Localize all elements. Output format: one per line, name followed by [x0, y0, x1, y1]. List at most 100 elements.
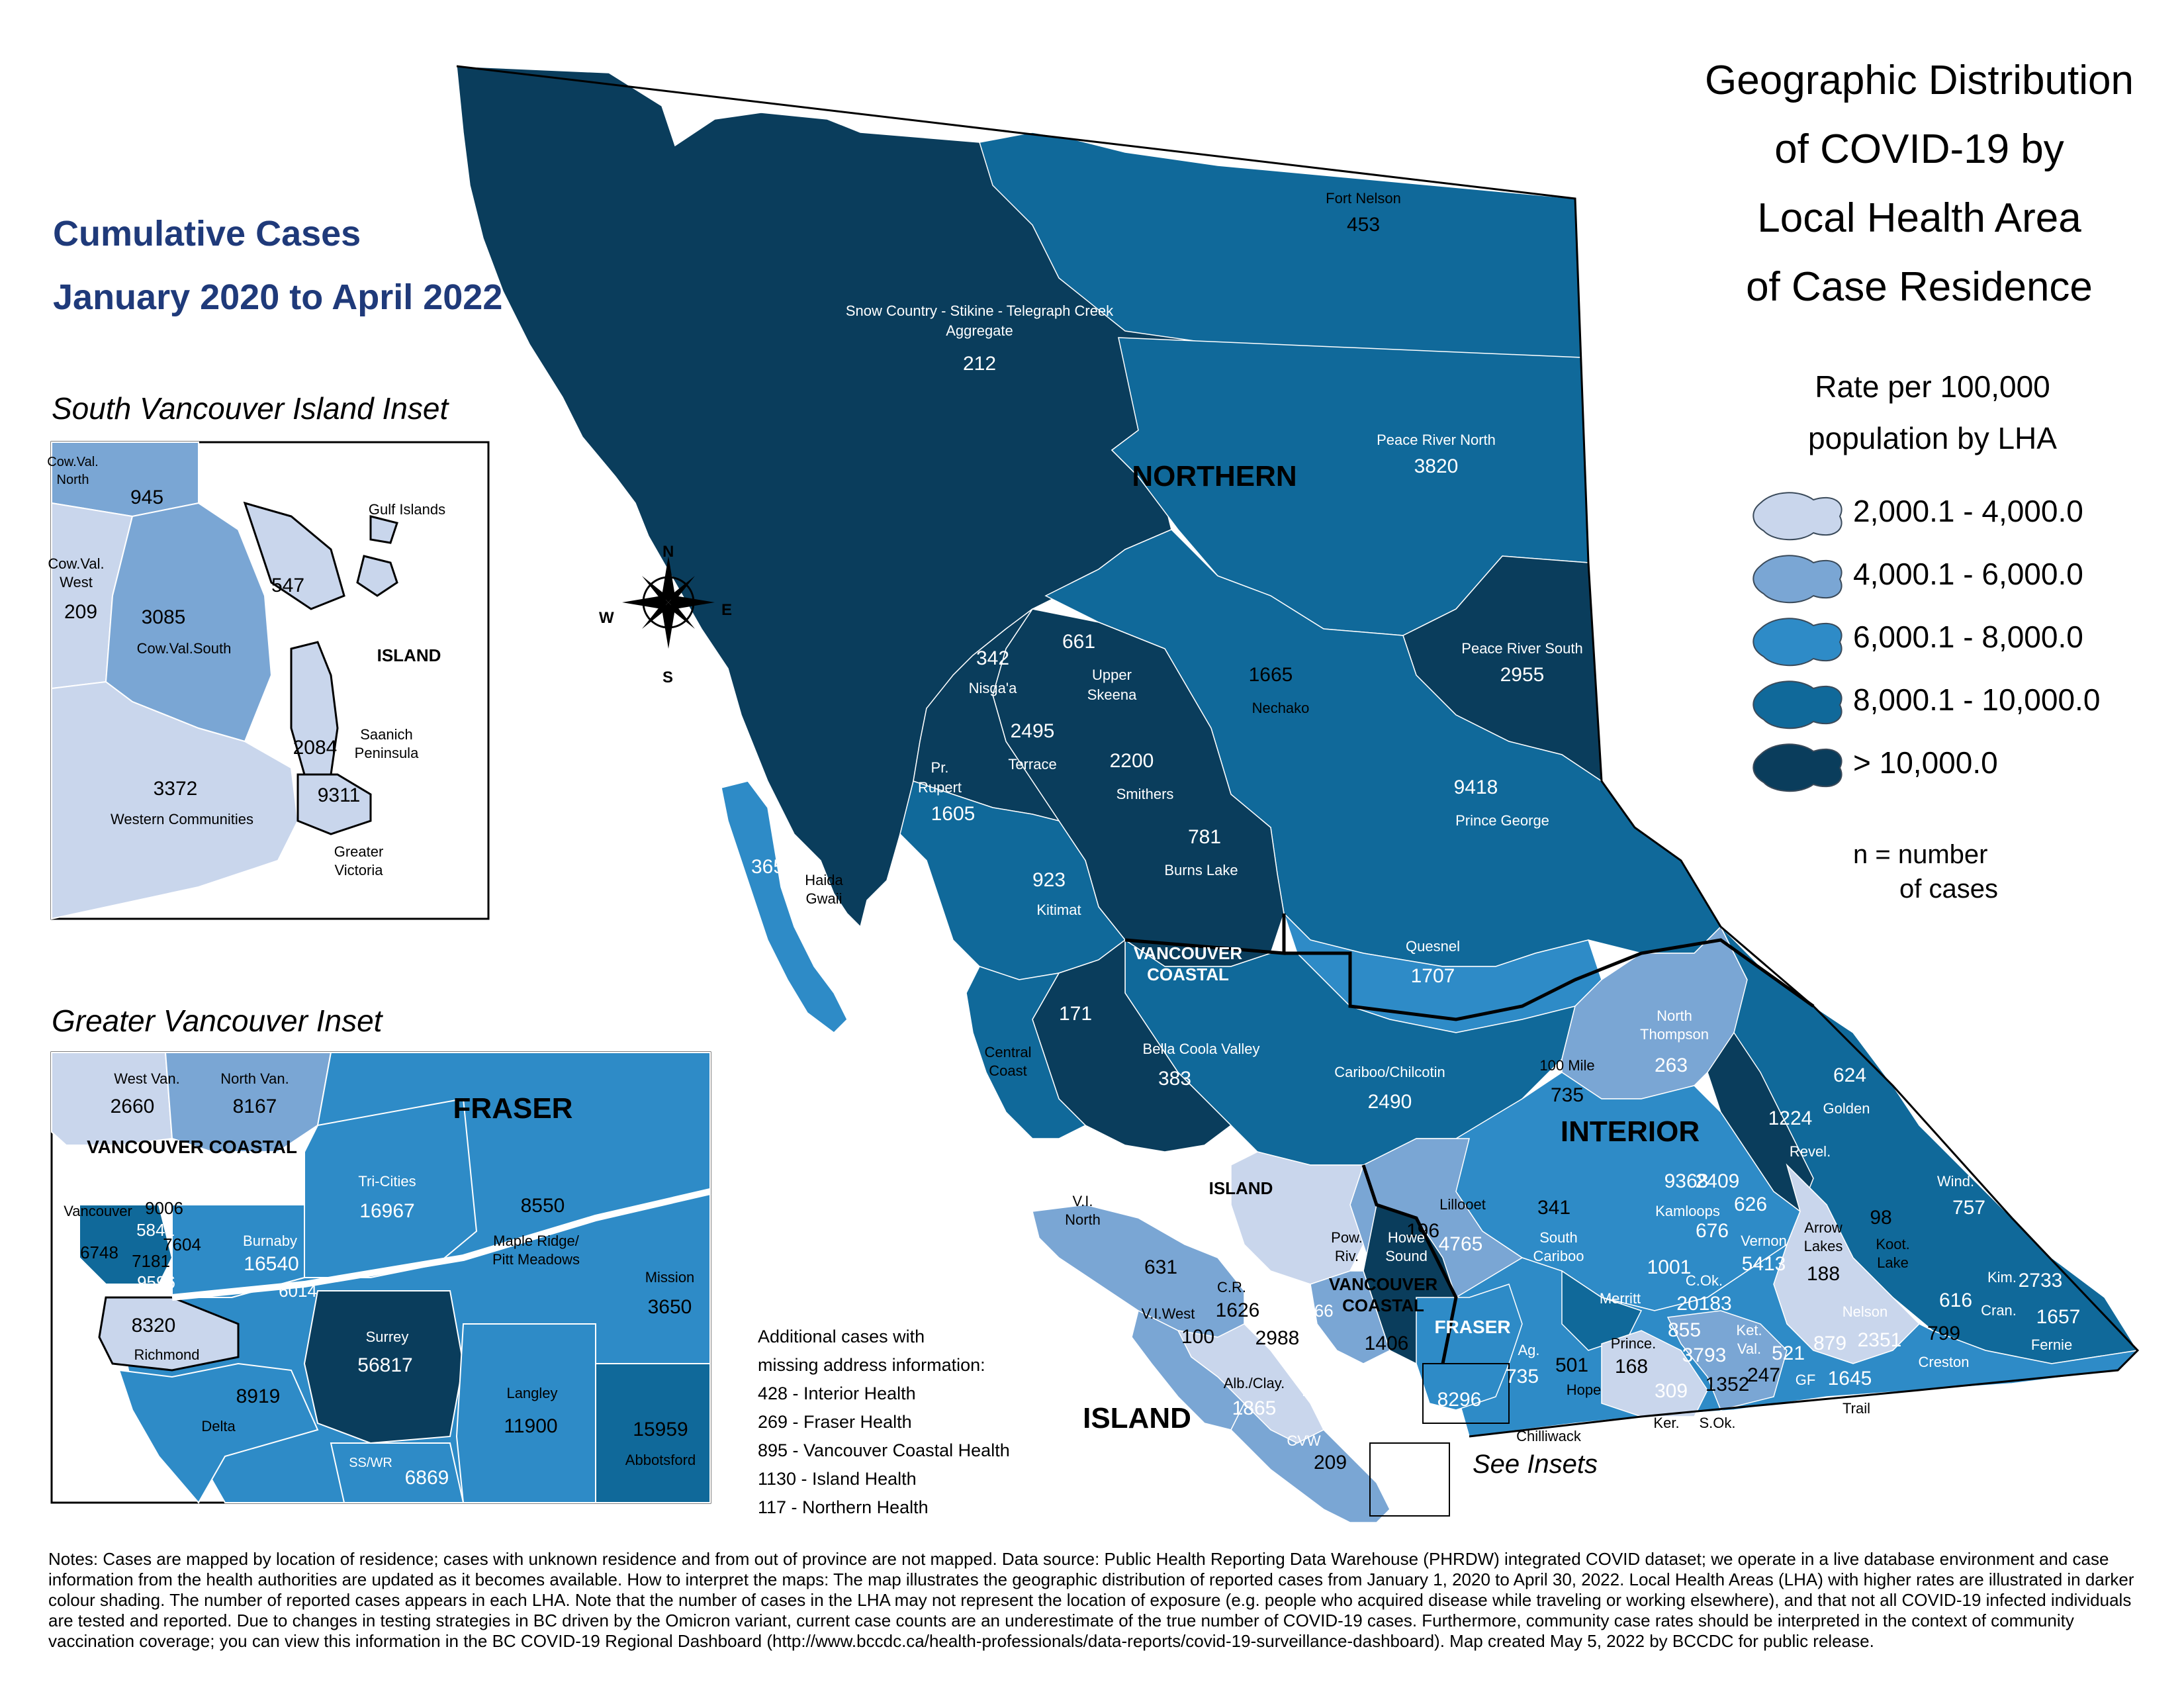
label-greater-van-maple-ridge-name1: Maple Ridge/: [493, 1233, 579, 1249]
region-mainland-coast: [1230, 1151, 1365, 1285]
label-greater-van-abbotsford-n: 15959: [633, 1419, 688, 1440]
additional-cases: Additional cases with missing address in…: [758, 1323, 1010, 1522]
label-greater-van-sswr-name: SS/WR: [349, 1456, 392, 1470]
legend-swatches: [1752, 492, 1843, 792]
label-greater-van-n7181-n: 7181: [132, 1251, 170, 1271]
label-lha-n3793-n: 3793: [1682, 1344, 1727, 1366]
label-lha-n626-n: 626: [1733, 1194, 1768, 1215]
province-outline: [456, 65, 2140, 1438]
label-lha-upper-skeena-name1: Upper: [1092, 667, 1132, 683]
label-south-vi-greater-victoria-name1: Greater: [334, 843, 384, 860]
label-lha-south-cariboo-name1: South: [1539, 1229, 1578, 1246]
label-lha-alberni-name: Alb./Clay.: [1223, 1375, 1285, 1391]
label-lha-kitimat-name: Kitimat: [1036, 902, 1081, 918]
label-lha-burns-lake-name: Burns Lake: [1164, 862, 1238, 878]
label-greater-van-richmond-name: Richmond: [134, 1346, 200, 1363]
label-greater-van-n5841-n: 5841: [136, 1220, 175, 1240]
label-lha-central-ok-n: 20183: [1676, 1293, 1732, 1315]
label-south-vi-greater-victoria-name2: Victoria: [334, 862, 383, 878]
label-lha-hope-name: Hope: [1566, 1382, 1602, 1398]
see-insets-label: See Insets: [1473, 1450, 1598, 1479]
label-lha-n2988-n: 2988: [1255, 1327, 1300, 1349]
label-south-vi-western-communities-name: Western Communities: [111, 811, 253, 827]
gv-vancouver: [79, 1204, 173, 1285]
subtitle-line-2: January 2020 to April 2022: [53, 277, 503, 317]
label-lha-south-ok-n: 1352: [1705, 1374, 1750, 1395]
label-lha-nelson-n: 2351: [1857, 1329, 1902, 1351]
n-note-line-2: of cases: [1899, 874, 1998, 904]
label-greater-van-n6748-n: 6748: [80, 1243, 118, 1262]
additional-item-5: 117 - Northern Health: [758, 1497, 929, 1517]
label-lha-n1541-n: 1541: [1301, 1379, 1346, 1401]
label-lha-creston-name: Creston: [1918, 1354, 1970, 1370]
label-lha-kimberley-name: Kim.: [1987, 1269, 2017, 1286]
svi-gulf-1: [243, 501, 345, 610]
south-vi-inset: [50, 441, 490, 920]
inset-box-victoria: [1369, 1442, 1450, 1517]
label-south-vi-cow-val-west-name2: West: [60, 574, 93, 590]
label-health-authorities-island: ISLAND: [1208, 1178, 1273, 1198]
label-greater-van-delta-n: 8919: [236, 1385, 281, 1407]
compass-n: N: [662, 543, 674, 561]
label-health-authorities-island-inset: ISLAND: [377, 645, 441, 665]
label-lha-vi-west-n: 100: [1181, 1326, 1215, 1348]
label-lha-cranbrook-name: Cran.: [1981, 1302, 2017, 1319]
label-lha-keremeos-n: 247: [1747, 1364, 1781, 1386]
gv-delta: [118, 1362, 319, 1504]
label-lha-agassiz-n: 735: [1505, 1366, 1539, 1387]
label-health-authorities-northern: NORTHERN: [1132, 460, 1297, 492]
label-lha-revelstoke-n: 1224: [1768, 1107, 1813, 1129]
label-lha-central-coast-n: 171: [1058, 1003, 1093, 1025]
label-lha-princeton-name: Prince.: [1610, 1335, 1657, 1352]
additional-line-2: missing address information:: [758, 1355, 985, 1375]
legend-heading: Rate per 100,000 population by LHA: [1734, 361, 2131, 464]
label-lha-keremeos-name2: Val.: [1737, 1340, 1762, 1357]
legend-label-2: 4,000.1 - 6,000.0: [1853, 557, 2083, 591]
legend-label-1: 2,000.1 - 4,000.0: [1853, 494, 2083, 528]
label-lha-cariboo-name: Cariboo/Chilcotin: [1334, 1064, 1445, 1080]
label-lha-n8296-n: 8296: [1437, 1389, 1482, 1411]
label-lha-fernie-name: Fernie: [2030, 1336, 2073, 1353]
label-lha-n879-n: 879: [1813, 1333, 1847, 1354]
label-lha-comox-name: C.R.: [1217, 1279, 1246, 1295]
label-health-authorities-fraser: FRASER: [1434, 1317, 1511, 1337]
label-south-vi-gulf-islands-n: 547: [271, 575, 305, 596]
label-lha-terrace-name: Terrace: [1008, 756, 1057, 773]
label-lha-kitimat-n: 923: [1032, 869, 1066, 891]
label-lha-creston-n: 799: [1927, 1323, 1961, 1344]
label-lha-kimberley-n: 616: [1938, 1289, 1973, 1311]
label-lha-hundred-mile-n: 735: [1550, 1084, 1584, 1106]
label-south-vi-cow-val-south-name: Cow.Val.South: [136, 640, 232, 657]
label-lha-vernon-n: 5413: [1741, 1253, 1786, 1275]
label-health-authorities-vancouver-coastal-line1: VANCOUVER: [1133, 943, 1243, 963]
label-lha-cranbrook-n: 2733: [2018, 1270, 2063, 1291]
gv-abbotsford: [595, 1363, 711, 1503]
label-lha-princeton-n: 168: [1614, 1356, 1649, 1378]
label-lha-snow-country-name1: Snow Country - Stikine - Telegraph Creek: [845, 303, 1114, 319]
label-lha-windermere-name: Wind.: [1936, 1173, 1975, 1190]
n-note-line-1: n = number: [1853, 840, 1988, 869]
label-lha-comox-n: 1626: [1215, 1299, 1260, 1321]
label-greater-van-delta-name: Delta: [201, 1418, 236, 1434]
region-haida-gwaii: [721, 780, 848, 1033]
label-greater-van-west-van-n: 2660: [110, 1096, 155, 1117]
region-okanagan-2: [1666, 1310, 1788, 1411]
map-title: Geographic Distribution of COVID-19 by L…: [1621, 46, 2184, 322]
label-lha-prince-rupert-name1: Pr.: [931, 759, 949, 776]
label-lha-revelstoke-name: Revel.: [1789, 1143, 1831, 1160]
label-lha-kootenay-lake-n: 98: [1870, 1207, 1892, 1229]
label-lha-grand-forks-n: 1645: [1827, 1368, 1872, 1389]
label-south-vi-cow-val-north-name2: North: [56, 473, 89, 487]
label-lha-powell-river-name2: Riv.: [1334, 1248, 1359, 1264]
label-lha-central-ok-name: C.Ok.: [1685, 1272, 1723, 1289]
label-greater-van-maple-ridge-name2: Pitt Meadows: [492, 1251, 580, 1268]
label-south-vi-cow-val-west-name1: Cow.Val.: [48, 555, 105, 572]
label-lha-quesnel-name: Quesnel: [1406, 938, 1460, 955]
label-greater-van-abbotsford-name: Abbotsford: [625, 1452, 696, 1468]
label-lha-vi-north-name2: North: [1065, 1211, 1101, 1228]
additional-item-4: 1130 - Island Health: [758, 1469, 917, 1489]
label-lha-howe-sound-name2: Sound: [1385, 1248, 1428, 1264]
compass-s: S: [662, 669, 674, 686]
label-lha-peace-north-n: 3820: [1414, 455, 1459, 477]
